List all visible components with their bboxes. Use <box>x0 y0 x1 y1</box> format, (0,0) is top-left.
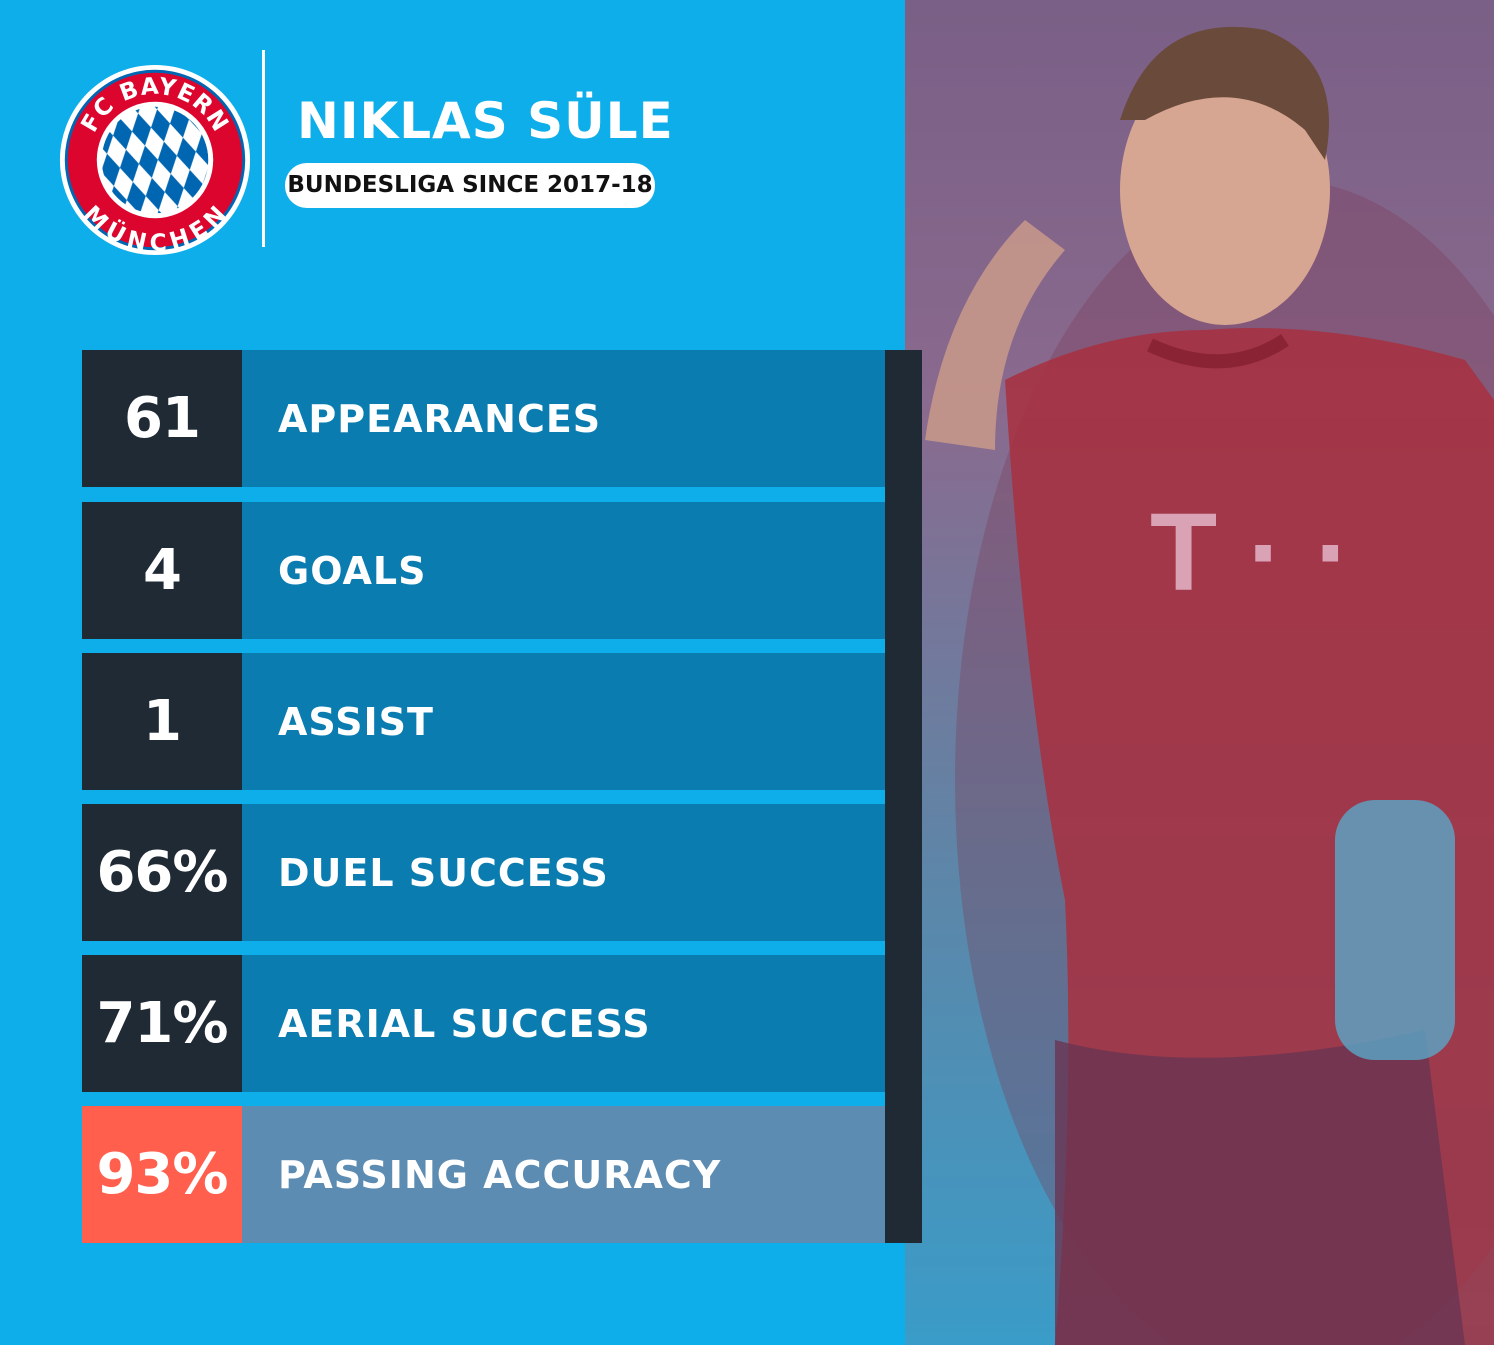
season-badge: BUNDESLIGA SINCE 2017-18 <box>285 163 655 208</box>
stat-value: 71% <box>82 955 242 1092</box>
stat-row-goals: 4 GOALS <box>82 502 885 639</box>
stat-label: ASSIST <box>242 653 885 790</box>
stat-row-duel-success: 66% DUEL SUCCESS <box>82 804 885 941</box>
stat-row-passing-accuracy: 93% PASSING ACCURACY <box>82 1106 885 1243</box>
stat-row-aerial-success: 71% AERIAL SUCCESS <box>82 955 885 1092</box>
svg-text:T · ·: T · · <box>1150 491 1352 614</box>
stat-value: 66% <box>82 804 242 941</box>
stat-label: AERIAL SUCCESS <box>242 955 885 1092</box>
header-divider <box>262 50 265 247</box>
stat-label: APPEARANCES <box>242 350 885 487</box>
stat-value: 93% <box>82 1106 242 1243</box>
player-illustration: T · · <box>925 26 1494 1345</box>
stat-value: 1 <box>82 653 242 790</box>
stat-row-assist: 1 ASSIST <box>82 653 885 790</box>
fc-bayern-logo: FC BAYERN MÜNCHEN <box>59 64 251 257</box>
stat-label: PASSING ACCURACY <box>242 1106 885 1243</box>
stat-row-appearances: 61 APPEARANCES <box>82 350 885 487</box>
stats-side-rail <box>885 350 922 1243</box>
player-photo: T · · <box>905 0 1494 1345</box>
stat-value: 4 <box>82 502 242 639</box>
stat-label: DUEL SUCCESS <box>242 804 885 941</box>
stat-value: 61 <box>82 350 242 487</box>
player-name: NIKLAS SÜLE <box>297 92 674 150</box>
stat-label: GOALS <box>242 502 885 639</box>
